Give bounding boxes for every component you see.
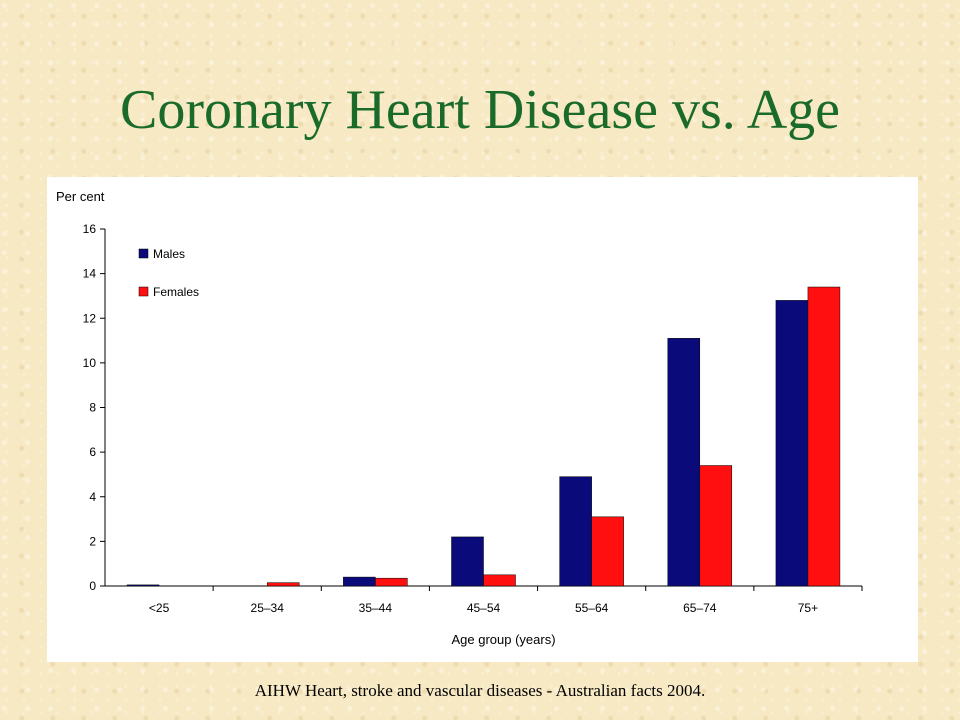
legend-swatch-females [138, 286, 149, 297]
x-tick-label: 65–74 [683, 601, 717, 615]
x-tick-label: <25 [149, 601, 170, 615]
bar-females-6 [807, 286, 841, 587]
y-axis-title: Per cent [56, 189, 105, 204]
bar-chart: 0 2 4 6 8 10 12 14 16 Per cent Age group (years) <2… [56, 189, 863, 647]
x-axis-title: Age group (years) [451, 632, 555, 647]
bar-males-5 [667, 338, 701, 587]
bar-males-3 [451, 536, 484, 587]
bar-males-0 [126, 584, 160, 587]
y-tick-label: 6 [89, 445, 96, 459]
x-tick-label: 25–34 [251, 601, 285, 615]
legend-swatch-males [138, 248, 149, 259]
y-tick-label: 16 [83, 222, 97, 236]
bar-females-1 [266, 582, 300, 587]
chart-panel: 0 2 4 6 8 10 12 14 16 Per cent Age group (years) <2… [47, 177, 918, 662]
bar-females-4 [591, 516, 624, 587]
bar-males-6 [775, 300, 809, 587]
bar-males-2 [343, 576, 376, 587]
y-tick-label: 2 [89, 534, 96, 548]
x-tick-label: 75+ [798, 601, 818, 615]
y-tick-label: 8 [89, 401, 96, 415]
slide-title: Coronary Heart Disease vs. Age [119, 79, 840, 141]
x-tick-label: 35–44 [359, 601, 393, 615]
legend-label-females: Females [153, 285, 199, 299]
bar-females-2 [375, 577, 408, 587]
bar-females-3 [483, 574, 516, 587]
bar-males-4 [559, 476, 592, 587]
y-tick-label: 10 [83, 356, 97, 370]
y-tick-label: 4 [89, 490, 96, 504]
x-tick-label: 55–64 [575, 601, 609, 615]
bar-females-5 [699, 465, 733, 587]
source-citation: AIHW Heart, stroke and vascular diseases… [254, 681, 706, 700]
y-tick-label: 12 [83, 311, 97, 325]
y-tick-label: 14 [83, 267, 97, 281]
x-tick-label: 45–54 [467, 601, 501, 615]
y-tick-label: 0 [89, 579, 96, 593]
legend-label-males: Males [153, 247, 185, 261]
